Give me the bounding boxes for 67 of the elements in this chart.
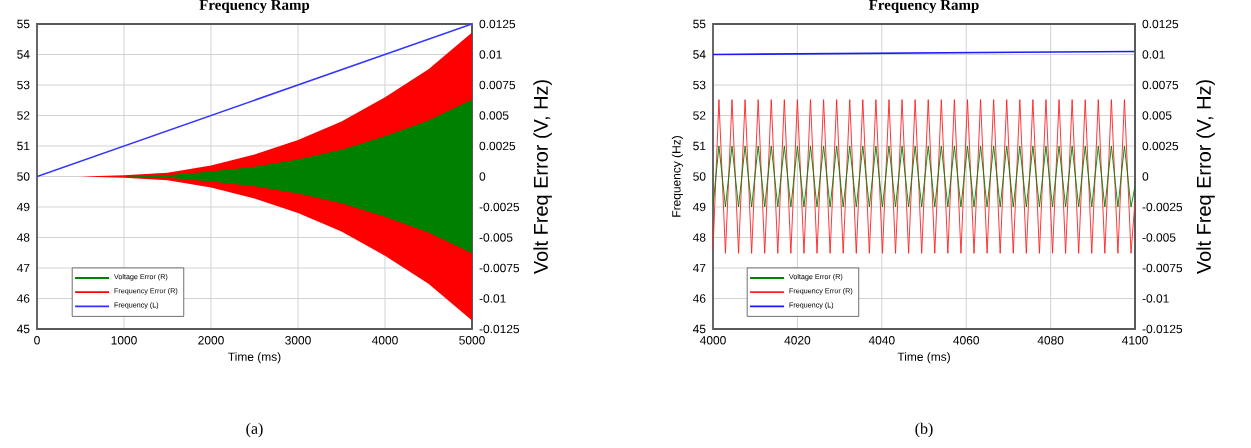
y-tick-label: 52	[693, 111, 706, 120]
y-tick-label: 55	[17, 19, 30, 29]
y2-tick-label: 0.01	[479, 50, 502, 59]
y-tick-label: 46	[16, 294, 30, 303]
y-tick-label: 50	[693, 172, 706, 181]
y2-tick-label: -0.0025	[479, 202, 520, 212]
y2-tick-label: -0.0075	[1142, 263, 1183, 273]
y-tick-label: 49	[16, 202, 30, 212]
y2-tick-label: 0.005	[1142, 111, 1172, 120]
line-series	[713, 99, 1136, 254]
y-tick-label: 55	[693, 19, 706, 29]
x-tick-label: 3000	[285, 336, 311, 345]
y2-axis-title: Volt Freq Error (V, Hz)	[533, 80, 552, 275]
y2-tick-label: -0.005	[479, 233, 513, 242]
y2-tick-label: -0.0125	[1142, 324, 1183, 334]
x-axis-title: Time (ms)	[897, 352, 950, 364]
y-tick-label: 47	[692, 263, 706, 273]
x-tick-label: 2000	[198, 336, 224, 345]
y2-tick-label: -0.01	[1142, 294, 1169, 303]
y-tick-label: 47	[16, 263, 30, 273]
y2-tick-label: 0.0125	[1142, 19, 1179, 29]
y2-tick-label: 0.0075	[1142, 80, 1179, 90]
line-series	[713, 145, 1136, 208]
y-tick-label: 51	[17, 141, 30, 151]
chart-title: Frequency Ramp	[199, 0, 310, 13]
y2-tick-label: -0.0025	[1142, 202, 1183, 212]
x-tick-label: 4060	[953, 336, 980, 345]
y2-tick-label: -0.0125	[479, 324, 520, 334]
x-tick-label: 4100	[1122, 336, 1148, 345]
y-tick-label: 51	[693, 141, 706, 151]
y-tick-label: 45	[16, 324, 30, 334]
y2-axis-title: Volt Freq Error (V, Hz)	[1196, 80, 1215, 275]
y-tick-label: 54	[693, 50, 706, 59]
y2-tick-label: 0	[1142, 172, 1149, 181]
y-tick-label: 49	[692, 202, 706, 212]
y-axis-title: Frequency (Hz)	[671, 136, 683, 217]
x-axis-title: Time (ms)	[228, 352, 281, 364]
y-tick-label: 46	[692, 294, 706, 303]
y-tick-label: 45	[692, 324, 706, 334]
y2-tick-label: -0.005	[1142, 233, 1176, 242]
text: (b)	[915, 422, 933, 438]
x-tick-label: 4020	[784, 336, 811, 345]
y-tick-label: 52	[17, 111, 30, 120]
chart-title: Frequency Ramp	[868, 0, 979, 13]
x-tick-label: 5000	[459, 336, 485, 345]
y2-tick-label: 0.0075	[479, 80, 516, 90]
y-tick-label: 53	[17, 80, 30, 90]
x-tick-label: 4040	[868, 336, 895, 345]
x-tick-label: 4000	[371, 336, 398, 345]
y2-tick-label: 0.01	[1142, 50, 1165, 59]
y-tick-label: 50	[17, 172, 30, 181]
y-tick-label: 48	[16, 233, 30, 242]
x-tick-label: 4080	[1037, 336, 1064, 345]
y2-tick-label: 0.0025	[479, 141, 516, 151]
y2-tick-label: 0.005	[479, 111, 509, 120]
text: (a)	[246, 422, 263, 438]
x-tick-label: 4000	[699, 336, 726, 345]
y2-tick-label: 0.0125	[479, 19, 516, 29]
x-tick-label: 0	[34, 336, 40, 345]
y-tick-label: 53	[693, 80, 706, 90]
y2-tick-label: -0.01	[479, 294, 506, 303]
y-tick-label: 54	[17, 50, 30, 59]
y2-tick-label: 0.0025	[1142, 141, 1179, 151]
y2-tick-label: 0	[479, 172, 486, 181]
x-tick-label: 1000	[111, 336, 137, 345]
y2-tick-label: -0.0075	[479, 263, 520, 273]
y-tick-label: 48	[692, 233, 706, 242]
